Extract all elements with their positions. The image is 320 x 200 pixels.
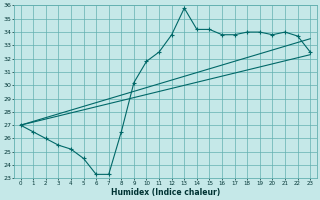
X-axis label: Humidex (Indice chaleur): Humidex (Indice chaleur) — [111, 188, 220, 197]
